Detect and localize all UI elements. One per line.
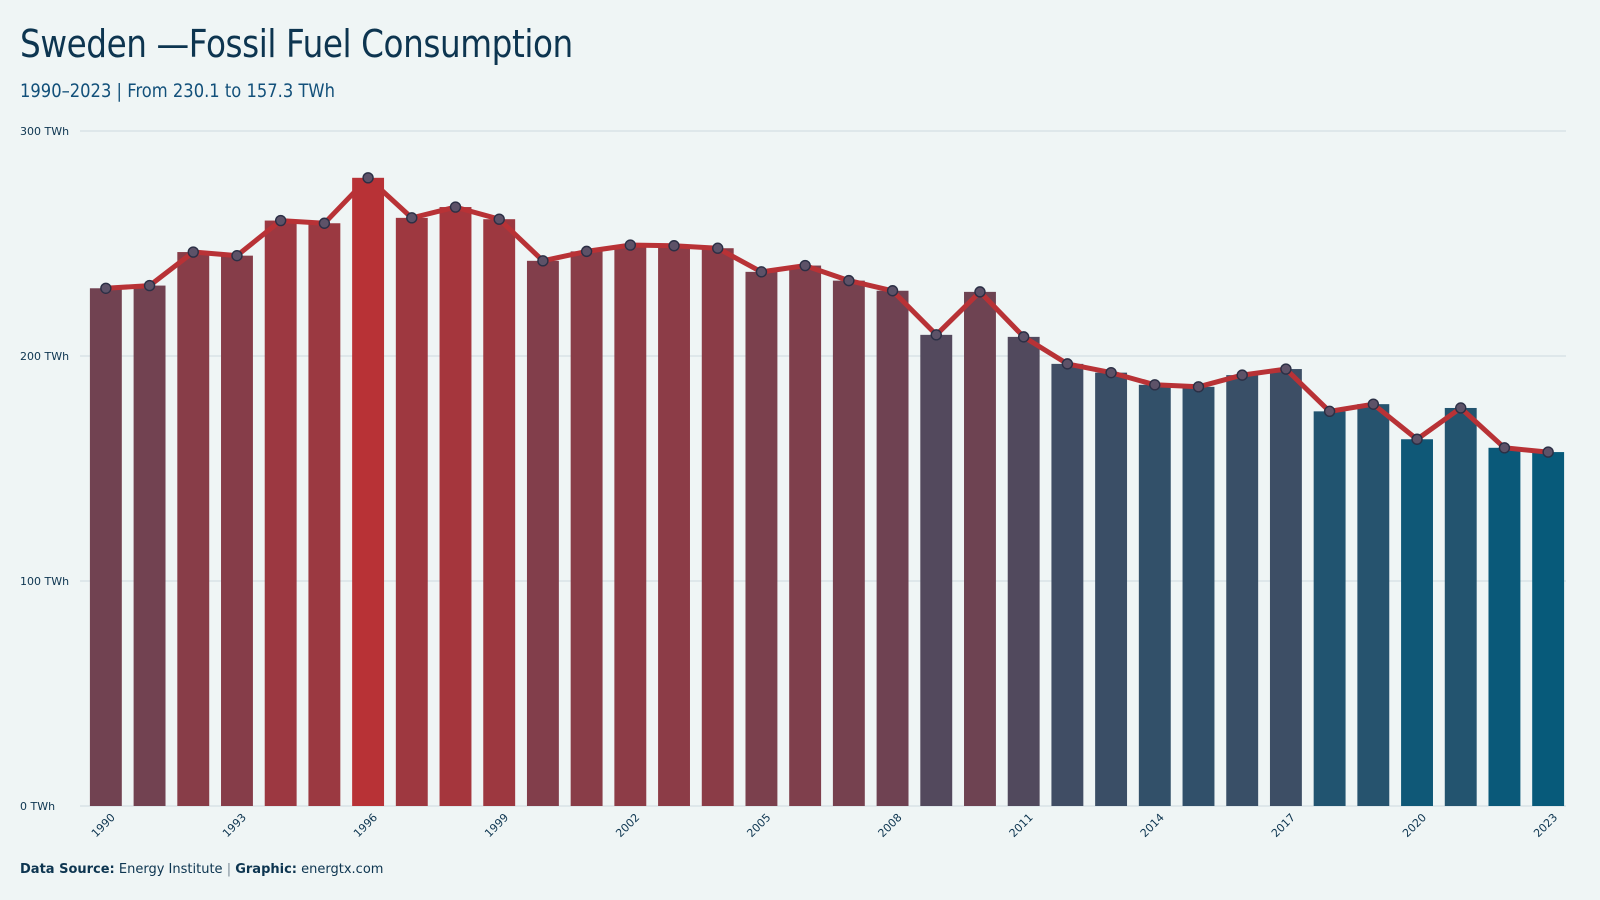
bar <box>701 248 734 807</box>
x-tick-label: 2002 <box>613 811 642 840</box>
bar <box>89 288 122 806</box>
bar <box>570 251 603 806</box>
bar <box>352 177 385 807</box>
bar <box>221 255 253 806</box>
bar <box>177 252 210 807</box>
bar <box>1357 404 1390 806</box>
line-layer <box>103 175 1551 455</box>
data-point <box>449 201 462 213</box>
bar <box>395 217 428 807</box>
data-point <box>1061 358 1074 370</box>
y-tick-label: 100 TWh <box>20 575 69 588</box>
x-tick-label: 2008 <box>876 811 905 840</box>
data-point <box>580 245 593 258</box>
chart-title: Sweden —Fossil Fuel Consumption <box>20 22 573 66</box>
data-point <box>1455 402 1467 414</box>
bar <box>1051 363 1084 806</box>
bar-layer <box>89 177 1565 807</box>
bar <box>1182 386 1215 806</box>
bar <box>1532 452 1565 806</box>
data-point <box>100 282 112 294</box>
bar <box>1313 411 1346 806</box>
data-point <box>406 212 418 224</box>
data-point <box>187 246 199 258</box>
data-point <box>930 329 942 341</box>
x-tick-label: 1999 <box>482 811 511 840</box>
bar <box>614 245 647 806</box>
data-point <box>1498 442 1511 454</box>
chart-subtitle: 1990–2023 | From 230.1 to 157.3 TWh <box>20 80 335 102</box>
data-point <box>1411 433 1423 445</box>
bar <box>264 220 297 807</box>
data-point <box>1367 398 1380 410</box>
data-point <box>1323 405 1336 418</box>
bar <box>1488 447 1521 806</box>
x-tick-label: 2020 <box>1400 811 1429 840</box>
bar <box>1444 407 1477 806</box>
bar <box>745 271 778 807</box>
data-point <box>1280 363 1292 375</box>
graphic-value: energtx.com <box>301 862 384 877</box>
data-point <box>1149 379 1161 391</box>
data-point <box>537 255 549 267</box>
data-point <box>274 214 287 227</box>
graphic-label: Graphic: <box>235 862 297 877</box>
bar <box>964 291 996 806</box>
y-tick-label: 300 TWh <box>20 125 69 138</box>
x-tick-label: 1996 <box>351 811 380 840</box>
bar <box>1401 439 1433 806</box>
data-point <box>624 239 637 251</box>
data-point <box>712 242 724 254</box>
bar <box>483 219 516 806</box>
x-tick-label: 2005 <box>744 811 773 840</box>
x-tick-label: 2017 <box>1269 811 1298 840</box>
y-tick-label: 0 TWh <box>20 800 55 813</box>
data-point <box>886 285 899 297</box>
bar <box>1007 336 1040 806</box>
source-label: Data Source: <box>20 862 115 877</box>
data-point <box>362 172 374 184</box>
footer: Data Source: Energy Institute | Graphic:… <box>20 862 383 877</box>
x-tick-label: 2023 <box>1531 811 1560 840</box>
data-point <box>318 217 331 229</box>
data-point <box>1542 446 1554 458</box>
data-point <box>843 274 855 287</box>
y-tick-label: 200 TWh <box>20 350 69 363</box>
marker-layer <box>100 172 1554 458</box>
data-point <box>231 249 243 262</box>
x-tick-label: 2014 <box>1138 811 1167 840</box>
bar <box>920 334 953 806</box>
bar <box>1138 384 1171 806</box>
x-tick-label: 2011 <box>1007 811 1036 840</box>
bar <box>658 245 690 806</box>
bar <box>1226 375 1259 806</box>
data-point <box>668 240 680 252</box>
data-point <box>1192 381 1205 393</box>
bar <box>439 207 472 807</box>
x-tick-label: 1993 <box>220 811 249 840</box>
data-point <box>143 279 156 292</box>
bar <box>876 290 909 806</box>
footer-separator: | <box>226 862 232 877</box>
bar <box>133 285 166 806</box>
data-point <box>799 259 811 272</box>
data-point <box>493 213 505 225</box>
data-point <box>1017 331 1030 343</box>
bar-line-chart: 0 TWh 100 TWh 200 TWh 300 TWh 1990 1993 1996 19… <box>20 125 1566 840</box>
data-point <box>974 286 986 298</box>
bar <box>526 260 559 806</box>
source-value: Energy Institute <box>118 862 223 877</box>
bar <box>308 223 341 806</box>
data-point <box>1105 366 1117 379</box>
bar <box>1269 369 1302 806</box>
data-point <box>755 266 768 278</box>
bar <box>832 280 865 806</box>
series-line <box>103 175 1551 455</box>
x-tick-label: 1990 <box>89 811 118 840</box>
data-point <box>1236 369 1248 381</box>
bar <box>1095 372 1128 806</box>
bar <box>789 265 822 806</box>
